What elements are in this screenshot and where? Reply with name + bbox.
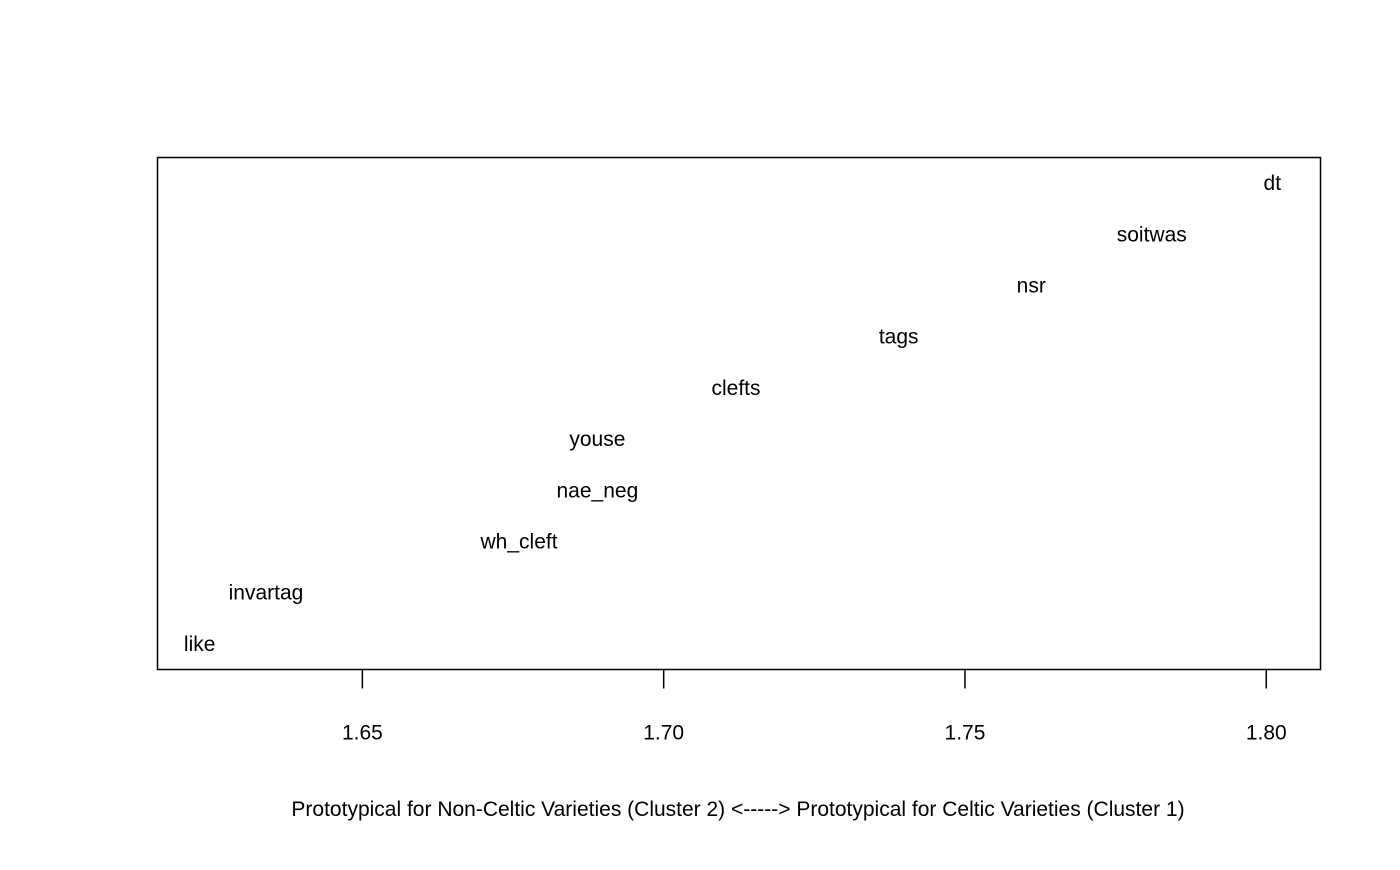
point-label-nsr: nsr <box>1017 275 1046 298</box>
point-label-like: like <box>184 633 216 656</box>
point-label-soitwas: soitwas <box>1117 223 1187 246</box>
x-tick-label: 1.80 <box>1246 722 1287 745</box>
x-tick-label: 1.70 <box>643 722 684 745</box>
point-label-wh-cleft: wh_cleft <box>480 531 558 554</box>
point-label-clefts: clefts <box>711 377 760 400</box>
point-label-invartag: invartag <box>229 582 304 605</box>
point-label-nae-neg: nae_neg <box>557 479 639 502</box>
point-label-dt: dt <box>1264 172 1282 195</box>
x-tick-label: 1.65 <box>342 722 383 745</box>
point-label-youse: youse <box>569 428 625 451</box>
x-tick-label: 1.75 <box>945 722 986 745</box>
plot-frame <box>156 156 1322 671</box>
x-axis: 1.65 1.70 1.75 1.80 <box>342 669 1287 745</box>
point-label-tags: tags <box>879 326 919 349</box>
x-axis-label: Prototypical for Non-Celtic Varieties (C… <box>291 798 1184 821</box>
point-labels: like invartag wh_cleft nae_neg youse clefts ta… <box>184 172 1281 656</box>
